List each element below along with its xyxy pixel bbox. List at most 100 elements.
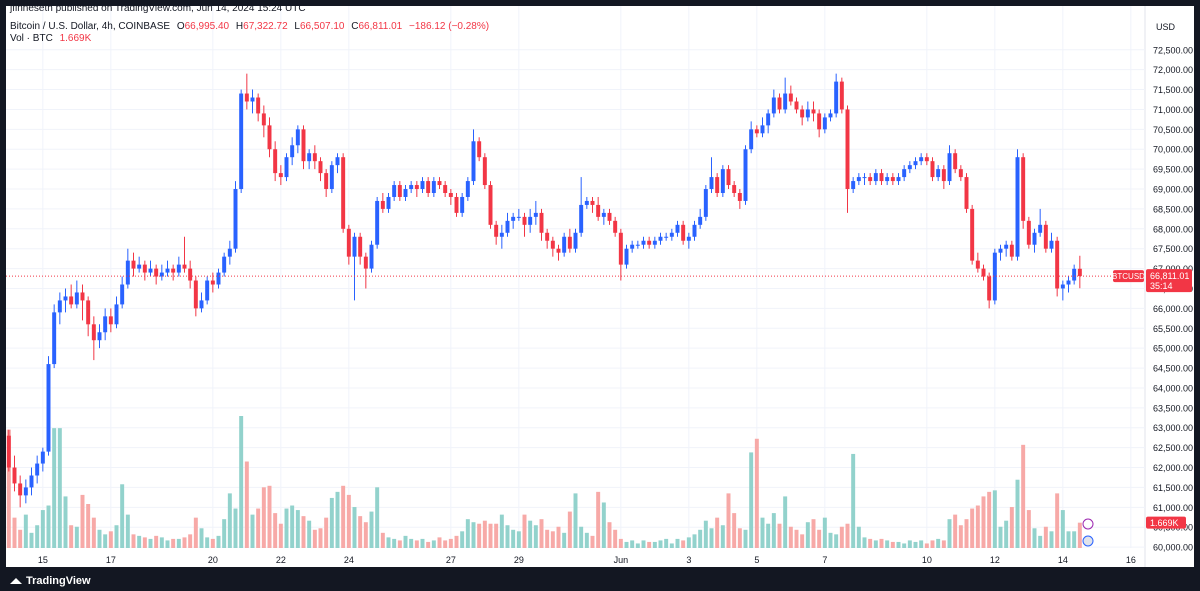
candle-body (261, 113, 266, 126)
volume-bar (641, 540, 646, 548)
volume-bar (471, 522, 476, 548)
volume-bar (737, 528, 742, 548)
candle-body (743, 149, 748, 201)
candle-body (930, 161, 935, 178)
x-tick-label: 3 (686, 555, 691, 565)
volume-bar (562, 532, 567, 548)
candle-body (596, 204, 601, 217)
volume-bar (590, 535, 595, 548)
volume-bar (69, 525, 74, 548)
candle-body (165, 268, 170, 273)
volume-bar (182, 537, 187, 548)
volume-badge (1146, 516, 1186, 529)
volume-bar (108, 531, 113, 548)
candle-body (23, 487, 28, 496)
candle-body (74, 292, 79, 305)
candle-body (1026, 220, 1031, 245)
volume-bar (1015, 479, 1020, 548)
volume-bar (669, 543, 674, 548)
volume-bar (851, 453, 856, 548)
price-badge (1146, 269, 1192, 293)
candle-body (1060, 284, 1065, 289)
candle-body (52, 312, 57, 365)
volume-bar (335, 491, 340, 548)
candle-body (454, 196, 459, 213)
candle-body (885, 177, 890, 182)
candle-body (346, 228, 351, 257)
volume-bar (505, 525, 510, 548)
candle-body (800, 109, 805, 118)
candle-body (477, 141, 482, 158)
candle-body (114, 304, 119, 325)
candle-body (856, 177, 861, 182)
candle-body (120, 284, 125, 305)
candle-body (794, 101, 799, 110)
volume-bar (409, 538, 414, 548)
x-tick-label: 7 (822, 555, 827, 565)
candle-body (550, 240, 555, 249)
volume-bar (919, 540, 924, 548)
volume-bar (715, 517, 720, 548)
candle-body (380, 200, 385, 209)
volume-bar (709, 528, 714, 548)
volume-bar (267, 485, 272, 548)
x-tick-label: 20 (208, 555, 218, 565)
volume-bar (222, 519, 227, 548)
candle-body (448, 193, 453, 197)
y-tick-label: 69,000.00 (1153, 185, 1193, 195)
candle-body (80, 292, 85, 301)
brand: TradingView (26, 575, 91, 587)
volume-bar (312, 529, 317, 548)
x-tick-label: 27 (446, 555, 456, 565)
candle-body (460, 196, 465, 213)
volume-name: Vol · BTC (10, 33, 53, 44)
candle-body (188, 268, 193, 281)
volume-bar (443, 540, 448, 548)
y-tick-label: 62,500.00 (1153, 443, 1193, 453)
candle-body (771, 97, 776, 114)
y-tick-label: 67,000.00 (1153, 264, 1193, 274)
candle-body (715, 177, 720, 193)
volume-bar (1066, 531, 1071, 548)
volume-bar (584, 532, 589, 548)
volume-bar (148, 538, 153, 548)
volume-bar (692, 534, 697, 548)
volume-bar (227, 493, 232, 548)
candle-body (6, 435, 11, 468)
candle-body (975, 260, 980, 269)
volume-bar (482, 520, 487, 548)
volume-bar (103, 534, 108, 548)
candle-body (788, 93, 793, 102)
volume-bar (873, 540, 878, 548)
candle-body (964, 177, 969, 209)
candle-body (369, 244, 374, 269)
candle-body (760, 125, 765, 134)
volume-bar (29, 532, 34, 548)
volume-bar (550, 531, 555, 548)
axes: 60,000.0060,500.0061,000.0061,500.0062,0… (6, 45, 1193, 565)
candle-body (958, 169, 963, 178)
candle-body (562, 236, 567, 253)
candle-body (924, 157, 929, 162)
y-tick-label: 71,000.00 (1153, 105, 1193, 115)
x-tick-label: 10 (922, 555, 932, 565)
symbol: Bitcoin / U.S. Dollar, 4h, COINBASE (10, 21, 171, 32)
candle-body (953, 153, 958, 170)
candle-body (233, 189, 238, 249)
volume-bar (239, 416, 244, 548)
candle-body (641, 240, 646, 245)
candle-body (709, 177, 714, 190)
volume-bar (635, 543, 640, 548)
volume-bar (318, 528, 323, 548)
volume-bar (358, 516, 363, 548)
volume-bar (1032, 528, 1037, 548)
candle-body (57, 300, 62, 313)
volume-bar (1021, 444, 1026, 548)
volume-bar (556, 526, 561, 548)
candle-body (896, 177, 901, 182)
candle-body (97, 332, 102, 341)
ohlc-value: 66,811.01 (358, 21, 403, 32)
volume-bar (199, 528, 204, 548)
candle-body (528, 216, 533, 225)
